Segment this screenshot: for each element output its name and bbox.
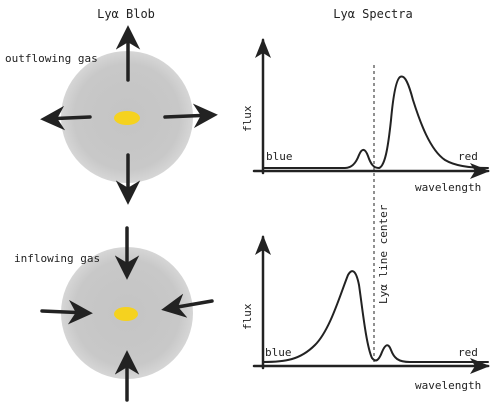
outflow-blob	[61, 51, 193, 183]
arrow-outward-icon	[40, 105, 92, 131]
y-label-bottom: flux	[241, 303, 254, 330]
red-label-bottom: red	[458, 346, 478, 359]
inflow-label: inflowing gas	[14, 252, 100, 265]
spectrum-curve-bottom	[262, 270, 489, 363]
inflow-blob	[61, 247, 193, 379]
x-label-top: wavelength	[415, 181, 481, 194]
blue-label-bottom: blue	[265, 346, 292, 359]
spectrum-bottom: blue red wavelength flux	[241, 235, 490, 392]
outflow-arrows	[40, 25, 218, 205]
x-label-bottom: wavelength	[415, 379, 481, 392]
y-label-top: flux	[241, 105, 254, 132]
arrow-inward-icon	[40, 299, 93, 325]
inflow-arrows	[40, 226, 214, 402]
line-center-label: Lyα line center	[377, 204, 390, 304]
galaxy-core-top	[114, 111, 140, 125]
spectrum-curve-top	[262, 75, 489, 169]
red-label-top: red	[458, 150, 478, 163]
blob-panel-title: Lyα Blob	[97, 7, 155, 21]
blue-label-top: blue	[266, 150, 293, 163]
galaxy-core-bottom	[114, 307, 138, 321]
outflow-label: outflowing gas	[5, 52, 98, 65]
spectra-panel-title: Lyα Spectra	[333, 7, 412, 21]
arrow-inward-icon	[161, 293, 214, 318]
spectrum-top: blue red wavelength flux	[241, 38, 490, 194]
arrow-outward-icon	[163, 103, 218, 129]
